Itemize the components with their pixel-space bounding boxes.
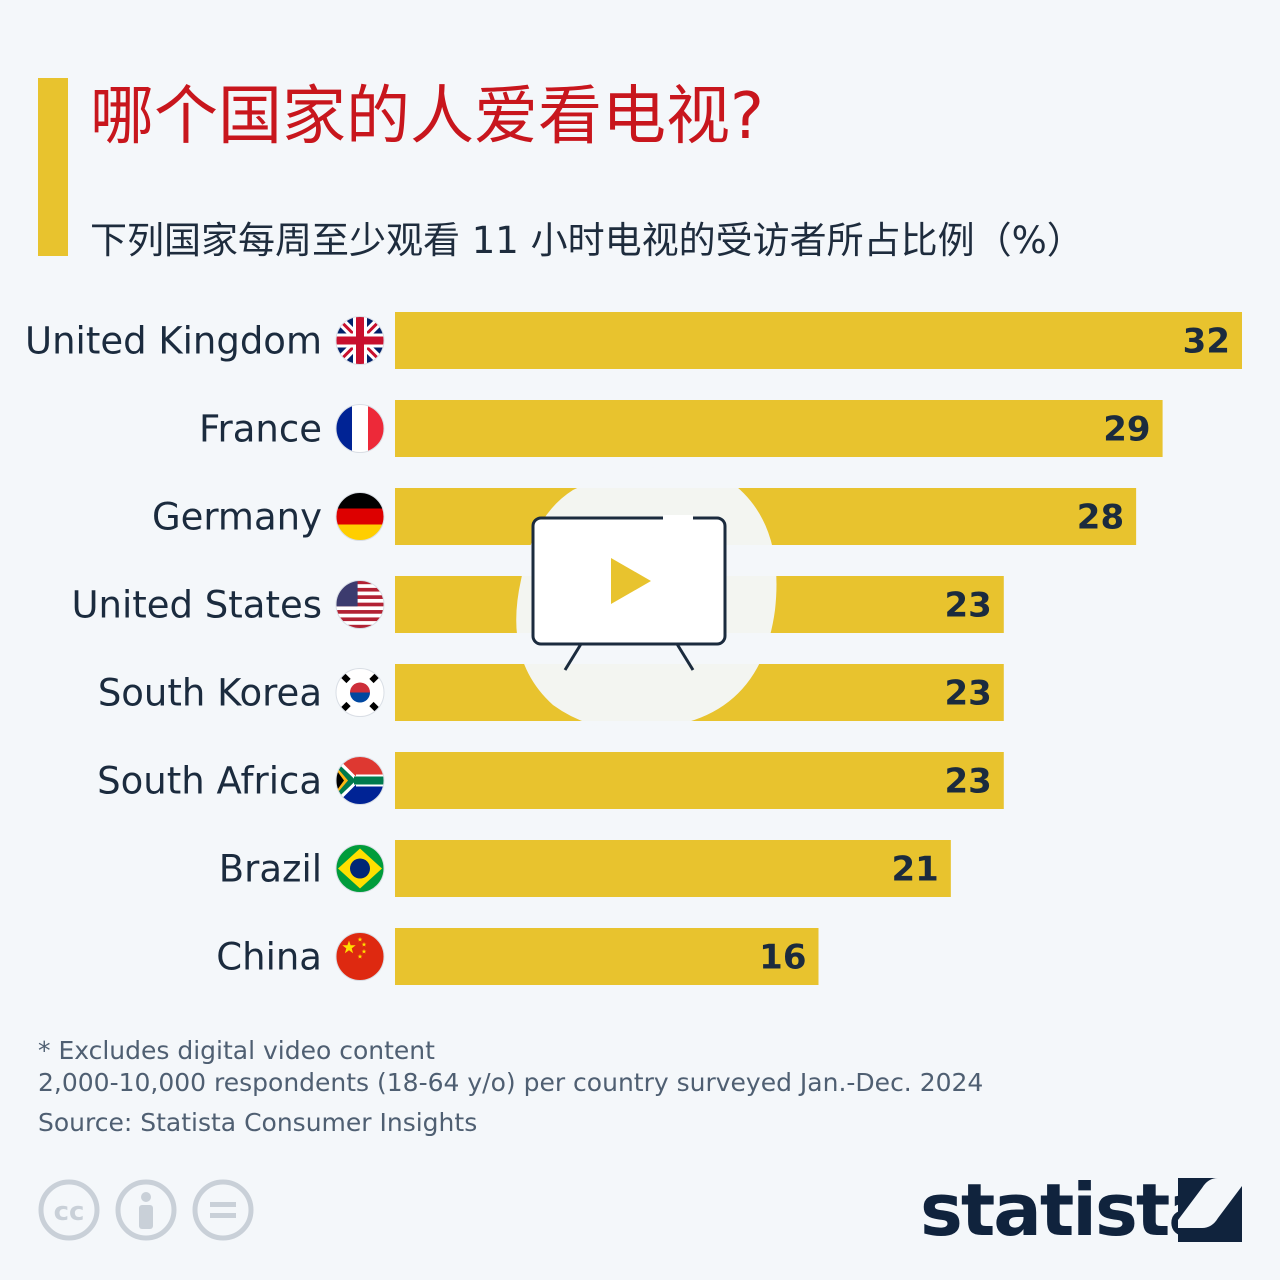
bar [395,312,1242,369]
category-label: Germany [152,496,322,539]
bar [395,400,1163,457]
value-label: 29 [1103,410,1150,450]
us-flag-icon [335,580,385,629]
value-label: 28 [1077,498,1124,538]
accent-stripe [38,78,68,256]
germany-flag-icon [335,492,385,541]
value-label: 23 [944,674,991,714]
bar-chart: United Kingdom 32 France 29 Germany 28 United … [25,312,1242,985]
uk-flag-icon [335,316,385,365]
value-label: 23 [944,762,991,802]
brazil-flag-icon [335,844,385,893]
category-label: Brazil [219,848,322,891]
south-korea-flag-icon [335,668,385,717]
svg-text:cc: cc [54,1197,85,1227]
value-label: 21 [892,850,939,890]
value-label: 16 [759,938,806,978]
chart-subtitle: 下列国家每周至少观看 11 小时电视的受访者所占比例（%） [90,219,1084,262]
chart-title: 哪个国家的人爱看电视? [90,80,764,154]
value-label: 23 [944,586,991,626]
value-label: 32 [1183,322,1230,362]
attribution-icon[interactable] [115,1179,177,1241]
china-flag-icon [335,932,385,981]
bar [395,752,1004,809]
footnote-respondents: 2,000-10,000 respondents (18-64 y/o) per… [38,1068,984,1097]
category-label: South Africa [97,760,322,803]
category-label: South Korea [98,672,322,715]
no-derivatives-icon[interactable] [192,1179,254,1241]
bar [395,928,819,985]
tv-play-icon[interactable] [513,460,785,740]
source-line: Source: Statista Consumer Insights [38,1108,478,1137]
category-label: China [216,936,322,979]
category-label: United Kingdom [25,320,322,363]
footnote-excludes: * Excludes digital video content [38,1036,435,1065]
statista-logo-icon[interactable] [1178,1178,1242,1242]
statista-logo-text[interactable]: statista [920,1168,1217,1252]
category-label: United States [71,584,322,627]
south-africa-flag-icon [335,756,385,805]
license-icons: cc [38,1179,254,1241]
france-flag-icon [335,404,385,453]
category-label: France [199,408,322,451]
bar [395,840,951,897]
cc-icon[interactable]: cc [38,1179,100,1241]
